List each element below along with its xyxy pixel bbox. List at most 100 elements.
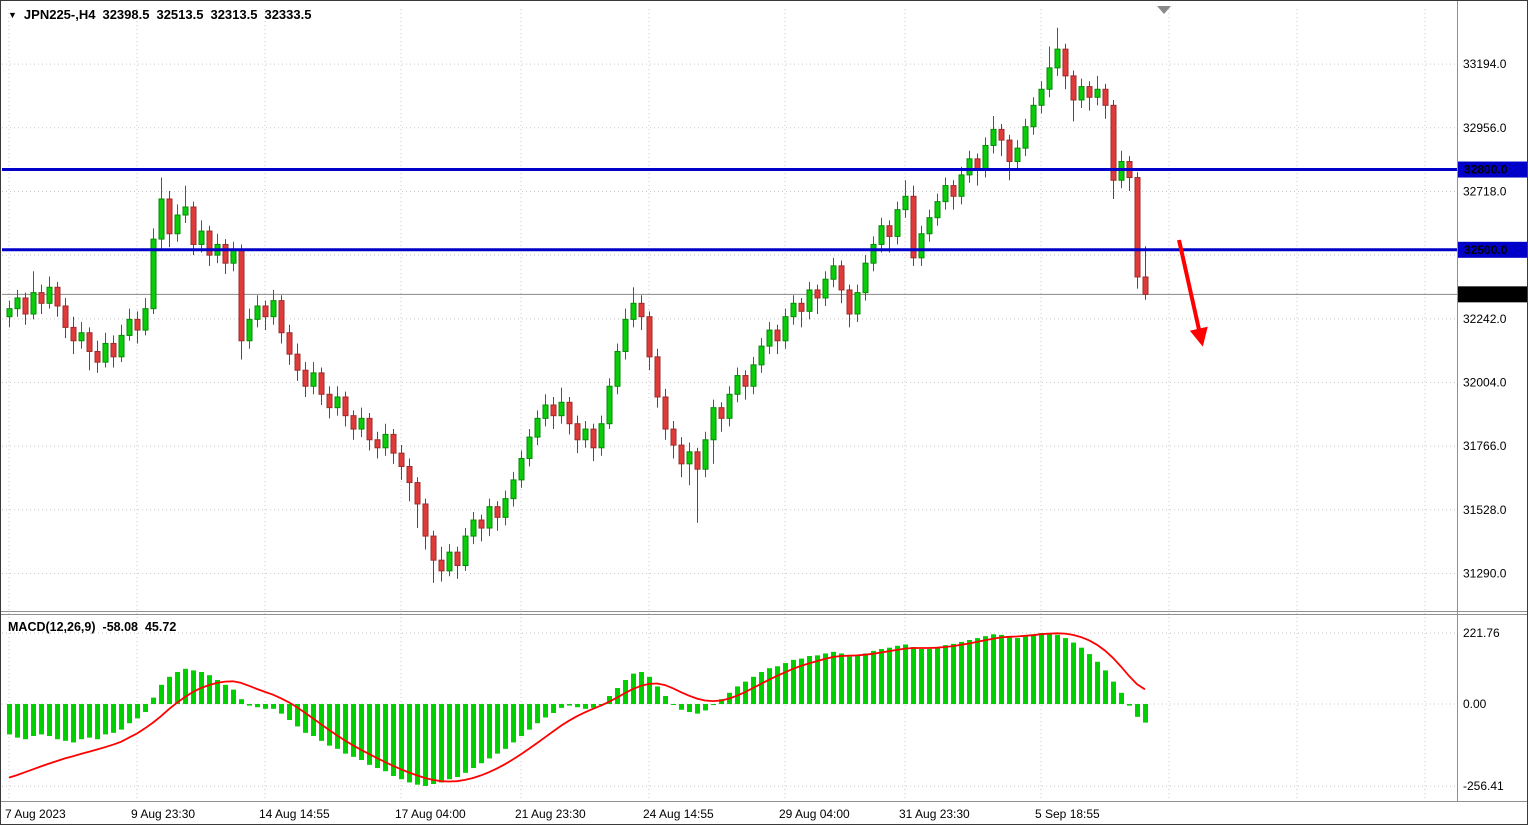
ohlc-close: 32333.5 xyxy=(264,7,312,22)
macd-histogram-bar xyxy=(1007,637,1012,705)
horizontal-lines-layer[interactable] xyxy=(2,168,1457,252)
candle-body xyxy=(942,185,949,203)
macd-signal-value: 45.72 xyxy=(144,620,177,634)
candle-body xyxy=(734,375,741,395)
macd-histogram-bar xyxy=(695,704,700,714)
macd-histogram-bar xyxy=(583,704,588,709)
candle-body xyxy=(918,233,925,259)
price-badge-level: 32800.0 xyxy=(1464,163,1508,177)
candle-body xyxy=(470,519,477,537)
macd-histogram-bar xyxy=(1143,704,1148,723)
price-badge-level-bg xyxy=(1458,161,1527,178)
macd-histogram-bar xyxy=(263,704,268,709)
macd-histogram-bar xyxy=(1135,704,1140,717)
candle-body xyxy=(1134,177,1141,278)
macd-histogram-bar xyxy=(1047,633,1052,705)
macd-histogram-bar xyxy=(1127,704,1132,706)
candle-body xyxy=(318,372,325,395)
candle-body xyxy=(78,332,85,342)
candle-body xyxy=(1086,86,1093,98)
candle-body xyxy=(158,198,165,240)
candle-body xyxy=(990,128,997,146)
scroll-end-marker-icon[interactable] xyxy=(1157,6,1171,14)
macd-histogram-bar xyxy=(471,704,476,769)
macd-histogram-bar xyxy=(95,704,100,740)
candle-body xyxy=(230,249,237,264)
macd-histogram-bar xyxy=(1119,692,1124,705)
macd-histogram-bar xyxy=(463,704,468,773)
candle-body xyxy=(310,372,317,387)
candle-body xyxy=(838,265,845,291)
trend-arrow[interactable] xyxy=(1177,239,1208,347)
candle-body xyxy=(830,265,837,280)
candle-body xyxy=(782,316,789,342)
candle-body xyxy=(718,407,725,419)
candle-body xyxy=(534,417,541,438)
price-axis-label: 31290.0 xyxy=(1463,567,1507,581)
macd-histogram-bar xyxy=(775,666,780,705)
candle-body xyxy=(998,128,1005,141)
candle-body xyxy=(430,535,437,561)
annotation-layer[interactable] xyxy=(1177,239,1208,347)
macd-histogram-bar xyxy=(615,688,620,705)
macd-histogram-bar xyxy=(183,668,188,705)
macd-histogram-bar xyxy=(151,697,156,705)
macd-histogram-bar xyxy=(247,704,252,706)
candle-body xyxy=(254,305,261,320)
candle-body xyxy=(374,439,381,449)
macd-histogram-bar xyxy=(567,704,572,706)
candle-body xyxy=(574,423,581,441)
candle-body xyxy=(542,404,549,419)
candle-body xyxy=(414,482,421,505)
symbol-dropdown-icon[interactable]: ▼ xyxy=(8,10,17,20)
time-axis-label: 5 Sep 18:55 xyxy=(1035,807,1100,821)
price-axis-label: 32242.0 xyxy=(1463,312,1507,326)
macd-histogram-bar xyxy=(983,636,988,705)
ohlc-open: 32398.5 xyxy=(102,7,150,22)
time-axis[interactable]: 7 Aug 2023 9 Aug 23:30 14 Aug 14:55 17 Aug … xyxy=(5,807,1100,821)
macd-histogram-bar xyxy=(551,704,556,713)
macd-histogram-bar xyxy=(215,680,220,705)
candle-body xyxy=(174,214,181,235)
macd-histogram-bar xyxy=(919,648,924,705)
macd-axis-label: 0.00 xyxy=(1463,697,1487,711)
macd-indicator-label: MACD(12,26,9) -58.08 45.72 xyxy=(8,620,176,634)
macd-histogram-bar xyxy=(671,704,676,706)
macd-axis-label: -256.41 xyxy=(1463,779,1504,793)
macd-histogram-bar xyxy=(479,704,484,764)
price-badge-current-bg xyxy=(1458,286,1527,303)
candle-body xyxy=(150,238,157,310)
macd-histogram-bar xyxy=(1103,670,1108,705)
macd-histogram-bar xyxy=(783,663,788,705)
price-axis[interactable]: 33194.0 32956.0 32718.0 32242.0 32004.0 31766… xyxy=(1458,57,1528,793)
macd-signal-line xyxy=(8,632,1146,783)
candle-body xyxy=(566,401,573,425)
macd-histogram-bar xyxy=(15,704,20,738)
time-axis-label: 31 Aug 23:30 xyxy=(899,807,970,821)
candle-body xyxy=(166,198,173,235)
candle-body xyxy=(1070,75,1077,101)
macd-histogram-bar xyxy=(647,676,652,705)
candle-body xyxy=(766,329,773,347)
macd-histogram-bar xyxy=(31,704,36,737)
macd-histogram-bar xyxy=(527,704,532,730)
price-badge-current: 32333.5 xyxy=(1464,287,1508,301)
macd-histogram-bar xyxy=(335,704,340,749)
candle-body xyxy=(494,506,501,518)
candle-body xyxy=(694,451,701,470)
candle-body xyxy=(342,396,349,417)
macd-histogram-bar xyxy=(663,696,668,705)
candle-body xyxy=(822,278,829,299)
macd-histogram-bar xyxy=(255,704,260,708)
macd-histogram-bar xyxy=(295,704,300,727)
candle-body xyxy=(502,498,509,518)
candle-body xyxy=(262,305,269,318)
macd-histogram-bar xyxy=(231,689,236,705)
candle-body xyxy=(1078,86,1085,101)
macd-histogram-bar xyxy=(1023,636,1028,705)
macd-histogram-bar xyxy=(79,704,84,740)
symbol-timeframe: JPN225-,H4 xyxy=(23,7,96,22)
candle-body xyxy=(758,345,765,366)
candle-body xyxy=(790,302,797,318)
